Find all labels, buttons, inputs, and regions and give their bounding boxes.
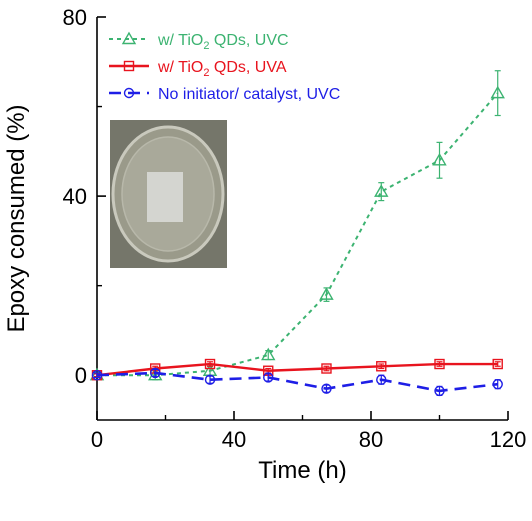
- legend-label-part: 2: [203, 40, 209, 52]
- y-tick-label: 0: [75, 363, 87, 388]
- legend-marker: [121, 31, 137, 45]
- data-point: [376, 361, 387, 372]
- legend-label-part: w/ TiO: [157, 59, 203, 76]
- data-point: [150, 367, 161, 379]
- x-tick-label: 0: [91, 427, 103, 452]
- data-point: [321, 363, 332, 374]
- legend-label-part: 2: [203, 67, 209, 79]
- data-point: [492, 378, 503, 390]
- data-point: [492, 358, 503, 370]
- y-tick-label: 80: [63, 5, 87, 30]
- series-line: [96, 362, 498, 377]
- y-tick-label: 40: [63, 184, 87, 209]
- data-point: [490, 85, 505, 99]
- x-tick-label: 40: [222, 427, 246, 452]
- legend-label: No initiator/ catalyst, UVC: [158, 86, 340, 103]
- data-point: [261, 347, 276, 361]
- x-tick-label: 120: [490, 427, 527, 452]
- legend-label-part: QDs, UVA: [209, 59, 286, 76]
- legend-marker: [123, 60, 135, 72]
- legend-marker: [123, 87, 135, 99]
- legend-label-part: QDs, UVC: [209, 32, 288, 49]
- data-point: [434, 358, 445, 370]
- data-point: [204, 374, 216, 385]
- data-point: [321, 383, 332, 394]
- data-point: [91, 370, 103, 381]
- data-point: [319, 287, 334, 300]
- legend-label: w/ TiO2 QDs, UVA: [157, 59, 287, 79]
- legend-label-part: No initiator/ catalyst, UVC: [158, 86, 340, 103]
- x-axis-title: Time (h): [258, 457, 346, 484]
- data-point: [374, 184, 389, 197]
- series-line: [96, 371, 498, 393]
- data-point: [263, 372, 274, 383]
- inset-photo: [110, 120, 227, 268]
- data-point: [432, 152, 447, 166]
- data-point: [204, 358, 216, 370]
- legend-label: w/ TiO2 QDs, UVC: [157, 32, 289, 52]
- x-tick-label: 80: [359, 427, 383, 452]
- series-circle: [91, 367, 503, 397]
- legend-label-part: w/ TiO: [157, 32, 203, 49]
- y-axis-title: Epoxy consumed (%): [3, 104, 30, 332]
- inset-coated-film: [147, 172, 183, 222]
- data-point: [376, 374, 387, 385]
- data-point: [434, 385, 445, 397]
